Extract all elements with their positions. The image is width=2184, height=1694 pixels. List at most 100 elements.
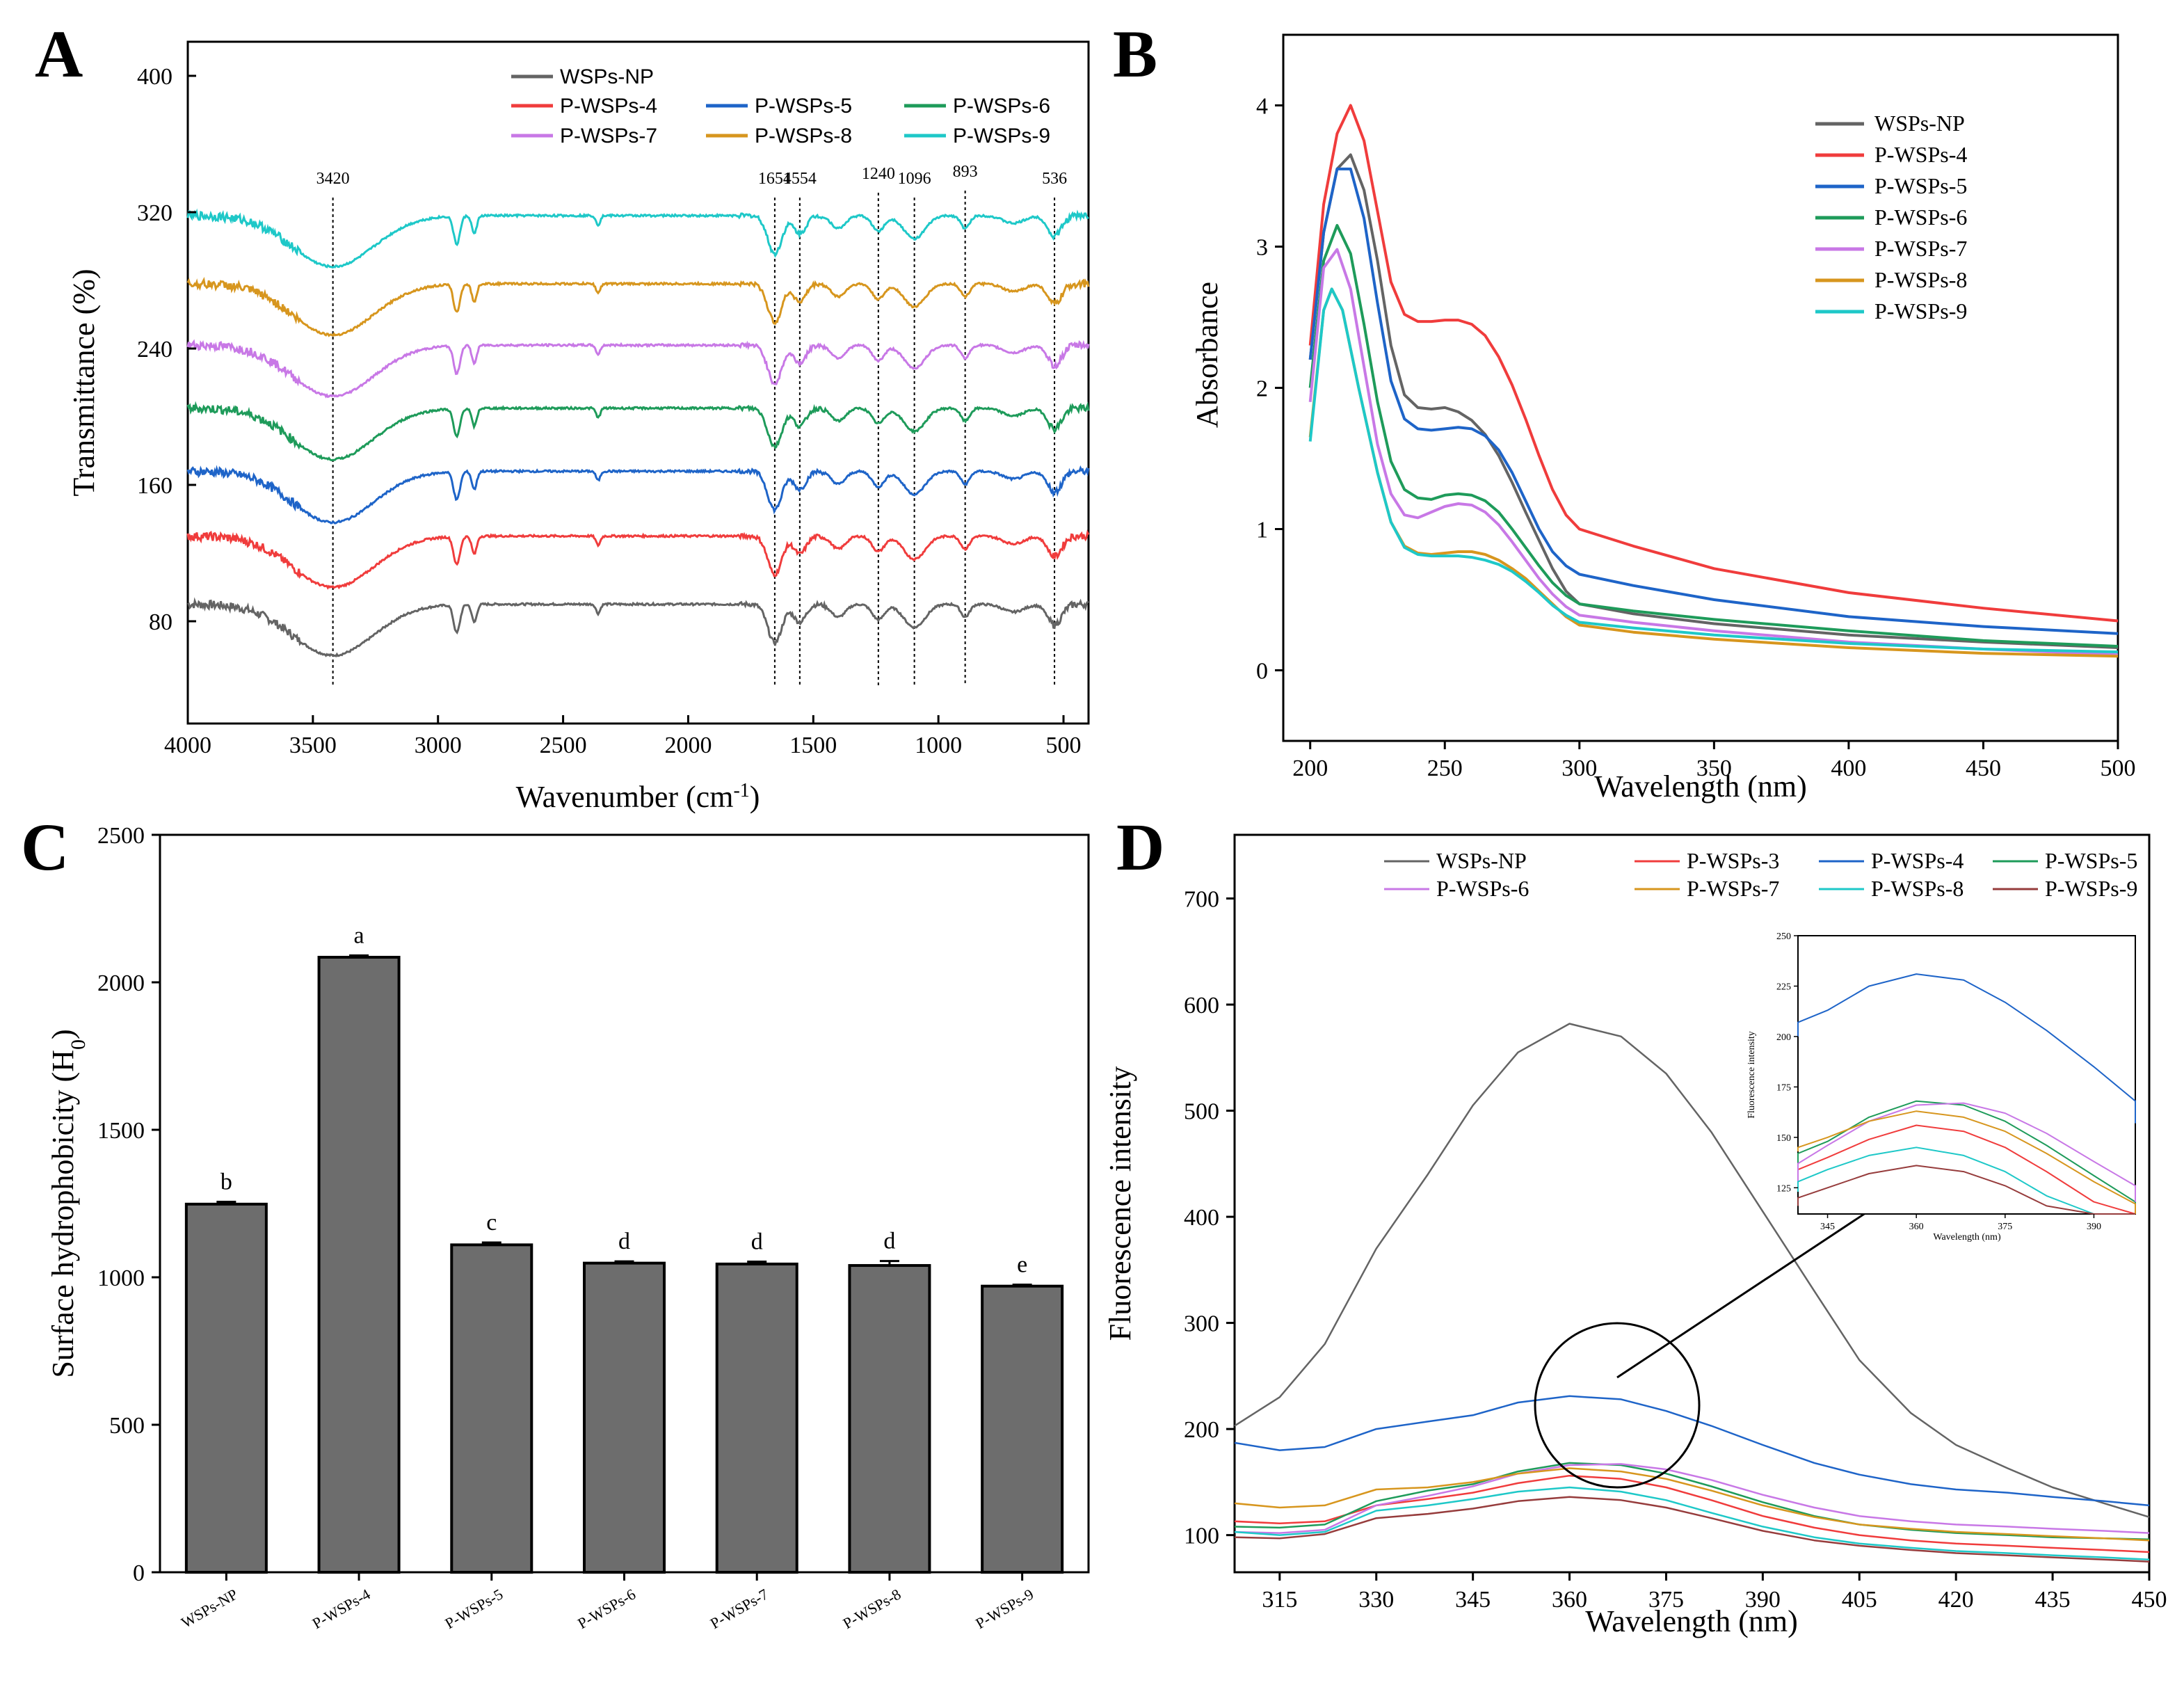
d-inset-line-p-wsps-5 xyxy=(1797,1100,2136,1214)
d-y-tick-label: 200 xyxy=(1184,1417,1219,1443)
c-significance-letter: e xyxy=(1017,1252,1027,1278)
b-series-line-wsps-np xyxy=(1308,153,2119,649)
d-legend-label: P-WSPs-4 xyxy=(1871,848,1964,873)
a-y-tick-label: 400 xyxy=(137,64,172,90)
a-y-tick-label: 320 xyxy=(137,200,172,226)
panel-d-legend: WSPs-NP P-WSPs-3 P-WSPs-4 P-WSPs-5 P-WSPs-6 P… xyxy=(1384,848,2137,901)
d-inset-y-tick-label: 150 xyxy=(1776,1133,1791,1144)
panel-a-legend: WSPs-NP P-WSPs-4 P-WSPs-5 P-WSPs-6 P-WSPs-7 P… xyxy=(511,65,1050,147)
a-legend-label: P-WSPs-8 xyxy=(755,125,852,147)
d-x-tick-label: 450 xyxy=(2132,1587,2167,1613)
c-significance-letter: c xyxy=(486,1210,497,1236)
d-inset-y-tick-label: 225 xyxy=(1776,982,1791,992)
d-series-line-wsps-np xyxy=(1234,1023,2150,1518)
panel-d-x-axis-label: Wavelength (nm) xyxy=(1585,1604,1798,1638)
panel-b-letter: B xyxy=(1113,17,1157,91)
c-category-label: P-WSPs-8 xyxy=(840,1585,904,1632)
a-x-tick-label: 1000 xyxy=(915,733,962,758)
panel-d-inset-x-label: Wavelength (nm) xyxy=(1933,1232,2001,1242)
c-significance-letter: d xyxy=(751,1229,763,1255)
d-inset-x-tick-label: 360 xyxy=(1909,1222,1924,1232)
panel-a-peak-lines xyxy=(332,191,1056,685)
panel-d-fluorescence-chart: 315 330 345 360 375 390 405 420 435 450 100 200 300… xyxy=(1103,833,2167,1638)
c-category-label: WSPs-NP xyxy=(178,1585,241,1631)
a-y-tick-label: 80 xyxy=(149,609,172,635)
d-x-tick-label: 330 xyxy=(1358,1587,1394,1613)
panel-d-series xyxy=(1234,1023,2150,1563)
panel-c-letter: C xyxy=(21,810,69,884)
panel-c-bar-chart: b a c d d d e 0 500 1000 1500 2000 2500 WSPs-NP P-WS… xyxy=(46,823,1090,1632)
b-x-tick-label: 300 xyxy=(1561,756,1597,781)
b-legend-label: P-WSPs-7 xyxy=(1874,236,1967,261)
panel-b-uv-chart: 200 250 300 350 400 450 500 0 1 2 3 4 WSPs-NP P-WSP… xyxy=(1190,33,2136,804)
c-significance-letter: a xyxy=(354,922,364,948)
b-x-tick-label: 250 xyxy=(1427,756,1463,781)
c-category-label: P-WSPs-7 xyxy=(707,1585,771,1632)
c-category-label: P-WSPs-5 xyxy=(442,1585,506,1632)
panel-a-series xyxy=(186,208,1090,657)
d-x-tick-label: 435 xyxy=(2035,1587,2071,1613)
a-peak-label: 1554 xyxy=(783,170,817,188)
c-y-tick-label: 1500 xyxy=(97,1118,145,1144)
a-peak-label: 536 xyxy=(1042,170,1067,188)
d-inset-y-tick-label: 200 xyxy=(1776,1032,1791,1043)
b-legend-label: P-WSPs-8 xyxy=(1874,267,1967,292)
panel-a-frame xyxy=(186,40,1090,725)
d-inset-line-p-wsps-6 xyxy=(1797,1102,2136,1202)
d-legend-label: P-WSPs-6 xyxy=(1436,876,1529,901)
panel-d-zoom-circle xyxy=(1534,1322,1701,1489)
a-x-tick-label: 3500 xyxy=(289,733,337,758)
b-legend-label: WSPs-NP xyxy=(1874,111,1965,136)
a-series-line-p-wsps-4 xyxy=(186,529,1090,590)
d-legend-label: P-WSPs-8 xyxy=(1871,876,1964,901)
d-legend-label: P-WSPs-7 xyxy=(1687,876,1779,901)
a-x-tick-label: 2500 xyxy=(540,733,587,758)
b-series-line-p-wsps-6 xyxy=(1308,224,2119,648)
panel-d-inset-series xyxy=(1797,973,2136,1215)
d-series-line-p-wsps-9 xyxy=(1234,1496,2150,1563)
c-bar-p-wsps-4 xyxy=(317,955,401,1574)
b-y-tick-label: 4 xyxy=(1256,94,1268,120)
panel-b-legend: WSPs-NP P-WSPs-4 P-WSPs-5 P-WSPs-6 P-WSPs-7 P… xyxy=(1815,111,1967,323)
c-bar-p-wsps-7 xyxy=(715,1262,798,1574)
d-series-line-p-wsps-6 xyxy=(1234,1463,2150,1534)
d-series-line-p-wsps-5 xyxy=(1234,1462,2150,1540)
d-inset-line-p-wsps-8 xyxy=(1797,1146,2135,1215)
panel-d-frame xyxy=(1233,833,2151,1574)
a-peak-label: 1654 xyxy=(758,170,792,188)
panel-c-category-labels: WSPs-NP P-WSPs-4 P-WSPs-5 P-WSPs-6 P-WSPs-7 P… xyxy=(178,1572,1036,1632)
c-y-tick-label: 0 xyxy=(133,1560,145,1586)
c-significance-letter: d xyxy=(618,1229,630,1254)
panel-a-x-ticks: 4000 3500 3000 2500 2000 1500 1000 500 xyxy=(164,715,1082,758)
panel-d-x-ticks: 315 330 345 360 375 390 405 420 435 450 xyxy=(1262,1572,2167,1613)
d-inset-x-tick-label: 390 xyxy=(2087,1222,2101,1232)
d-x-tick-label: 375 xyxy=(1648,1587,1684,1613)
b-y-tick-label: 2 xyxy=(1256,376,1268,402)
panel-a-x-axis-label: Wavenumber (cm-1) xyxy=(516,780,760,815)
a-peak-label: 3420 xyxy=(316,170,350,188)
a-legend-label: P-WSPs-4 xyxy=(560,95,657,118)
a-legend-label: P-WSPs-5 xyxy=(755,95,852,118)
b-legend-label: P-WSPs-9 xyxy=(1874,298,1967,323)
b-legend-label: P-WSPs-6 xyxy=(1874,205,1967,230)
a-peak-label: 1240 xyxy=(862,165,895,183)
panel-c-y-ticks: 0 500 1000 1500 2000 2500 xyxy=(97,823,160,1586)
panel-a-y-ticks: 80 160 240 320 400 xyxy=(137,64,196,635)
b-y-tick-label: 0 xyxy=(1256,659,1268,685)
d-x-tick-label: 420 xyxy=(1938,1587,1974,1613)
d-x-tick-label: 360 xyxy=(1552,1587,1587,1613)
panel-b-y-axis-label: Absorbance xyxy=(1190,282,1224,428)
c-y-tick-label: 1000 xyxy=(97,1265,145,1291)
a-y-tick-label: 160 xyxy=(137,473,172,499)
d-y-tick-label: 100 xyxy=(1184,1524,1219,1549)
d-inset-y-tick-label: 175 xyxy=(1776,1082,1791,1093)
d-legend-label: WSPs-NP xyxy=(1436,848,1527,873)
b-x-tick-label: 200 xyxy=(1292,756,1328,781)
b-x-tick-label: 350 xyxy=(1696,756,1732,781)
a-series-line-p-wsps-7 xyxy=(186,339,1090,399)
panel-b-x-ticks: 200 250 300 350 400 450 500 xyxy=(1292,741,2136,781)
a-legend-label: P-WSPs-7 xyxy=(560,125,657,147)
a-y-tick-label: 240 xyxy=(137,337,172,362)
panel-b-y-ticks: 0 1 2 3 4 xyxy=(1256,94,1283,685)
